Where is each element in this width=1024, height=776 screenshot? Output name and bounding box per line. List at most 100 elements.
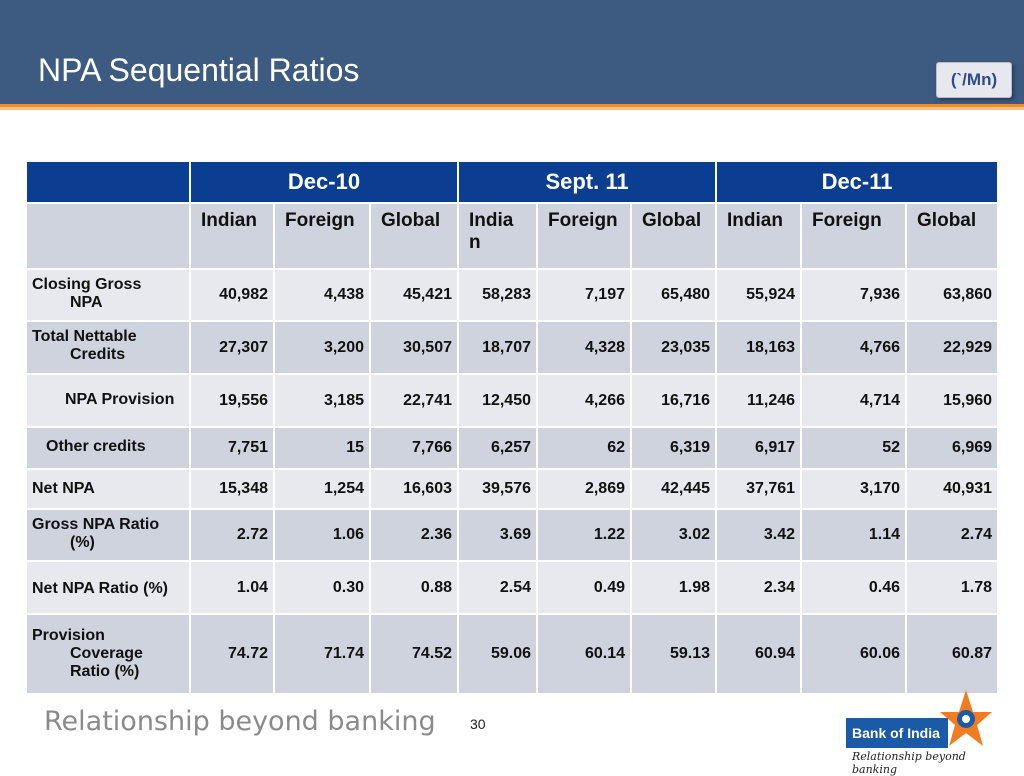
table-row-other-credits: Other credits 7,751 15 7,766 6,257 62 6,… [25,426,1000,470]
table-cell: 11,246 [715,373,803,428]
header-divider-light [0,107,1024,110]
table-cell: 18,707 [457,320,538,375]
row-label-line: Gross NPA Ratio [32,516,160,533]
table-cell: 30,507 [369,320,459,375]
page-number: 30 [470,716,486,732]
logo-bank-name: Bank of India [846,718,948,748]
subheader-cell: Indian [189,202,275,270]
table-cell: 6,917 [715,426,803,470]
table-cell: 74.52 [369,613,459,695]
row-label: Other credits [25,426,191,470]
table-cell: 1.98 [629,560,718,615]
table-cell: 1,254 [273,468,371,510]
table-row-closing-gross-npa: Closing Gross NPA 40,982 4,438 45,421 58… [25,268,1000,322]
row-label: Net NPA Ratio (%) [25,560,191,615]
table-cell: 22,741 [369,373,459,428]
table-cell: 55,924 [715,268,803,322]
table-cell: 3.42 [715,508,803,562]
table-cell: 58,283 [457,268,538,322]
table-cell: 52 [800,426,908,470]
table-cell: 2.36 [369,508,459,562]
table-cell: 6,969 [905,426,1000,470]
table-cell: 42,445 [629,468,718,510]
table-cell: 12,450 [457,373,538,428]
period-header-dec10: Dec-10 [189,160,459,204]
row-label-line: Closing Gross [32,276,142,293]
unit-badge: (`/Mn) [936,62,1012,98]
table-cell: 2.74 [905,508,1000,562]
table-cell: 0.46 [800,560,908,615]
row-label-line: (%) [70,534,95,551]
table-cell: 60.87 [905,613,1000,695]
row-label-line: Provision [32,627,105,644]
period-header-sept11: Sept. 11 [456,160,718,204]
row-label: Closing Gross NPA [25,268,191,322]
table-cell: 16,716 [629,373,718,428]
table-cell: 39,576 [457,468,538,510]
subheader-cell: Foreign [800,202,908,270]
table-cell: 3.02 [629,508,718,562]
table-cell: 60.14 [536,613,632,695]
row-label-line: Credits [70,346,126,363]
table-cell: 18,163 [715,320,803,375]
row-label: NPA Provision [25,373,191,428]
subheader-cell: Global [629,202,718,270]
table-cell: 7,766 [369,426,459,470]
row-label-line: NPA [70,294,103,311]
table-cell: 3,200 [273,320,371,375]
logo-tagline: Relationship beyond banking [852,750,966,776]
table-cell: 2,869 [536,468,632,510]
table-cell: 3.69 [457,508,538,562]
table-cell: 59.06 [457,613,538,695]
header-divider-orange [0,104,1024,107]
table-cell: 19,556 [189,373,275,428]
table-cell: 0.49 [536,560,632,615]
subheader-cell: India n [457,202,538,270]
table-cell: 3,170 [800,468,908,510]
corner-header-cell [25,160,191,204]
table-cell: 4,714 [800,373,908,428]
table-cell: 1.14 [800,508,908,562]
table-cell: 4,438 [273,268,371,322]
table-cell: 27,307 [189,320,275,375]
subheader-cell: Foreign [536,202,632,270]
table-cell: 22,929 [905,320,1000,375]
table-cell: 6,257 [457,426,538,470]
table-cell: 4,328 [536,320,632,375]
blank-subheader-cell [25,202,191,270]
table-cell: 45,421 [369,268,459,322]
table-cell: 60.94 [715,613,803,695]
table-cell: 15 [273,426,371,470]
table-cell: 3,185 [273,373,371,428]
table-cell: 63,860 [905,268,1000,322]
table-cell: 6,319 [629,426,718,470]
row-label-line: Coverage [70,645,143,662]
row-label: Provision Coverage Ratio (%) [25,613,191,695]
table-cell: 7,936 [800,268,908,322]
table-cell: 62 [536,426,632,470]
table-cell: 4,266 [536,373,632,428]
npa-ratios-table: Dec-10 Sept. 11 Dec-11 Indian Foreign Gl… [25,160,1000,695]
table-cell: 0.88 [369,560,459,615]
table-cell: 16,603 [369,468,459,510]
table-cell: 7,197 [536,268,632,322]
table-cell: 40,982 [189,268,275,322]
footer-tagline: Relationship beyond banking [44,706,436,737]
table-cell: 71.74 [273,613,371,695]
row-label-line: Net NPA [32,480,95,497]
table-row-total-nettable-credits: Total Nettable Credits 27,307 3,200 30,5… [25,320,1000,375]
bank-of-india-logo: Bank of India Relationship beyond bankin… [846,688,994,776]
subheader-cell: Global [905,202,1000,270]
row-label-line: Other credits [46,438,146,455]
table-cell: 2.54 [457,560,538,615]
segment-header-row: Indian Foreign Global India n Foreign Gl… [25,202,1000,270]
table-row-net-npa: Net NPA 15,348 1,254 16,603 39,576 2,869… [25,468,1000,510]
table-cell: 2.72 [189,508,275,562]
row-label-line: Ratio (%) [70,663,140,680]
row-label: Gross NPA Ratio (%) [25,508,191,562]
table-cell: 2.34 [715,560,803,615]
table-cell: 1.04 [189,560,275,615]
star-logo-icon [940,690,992,746]
table-cell: 65,480 [629,268,718,322]
row-label-line: Net NPA Ratio (%) [32,580,168,597]
